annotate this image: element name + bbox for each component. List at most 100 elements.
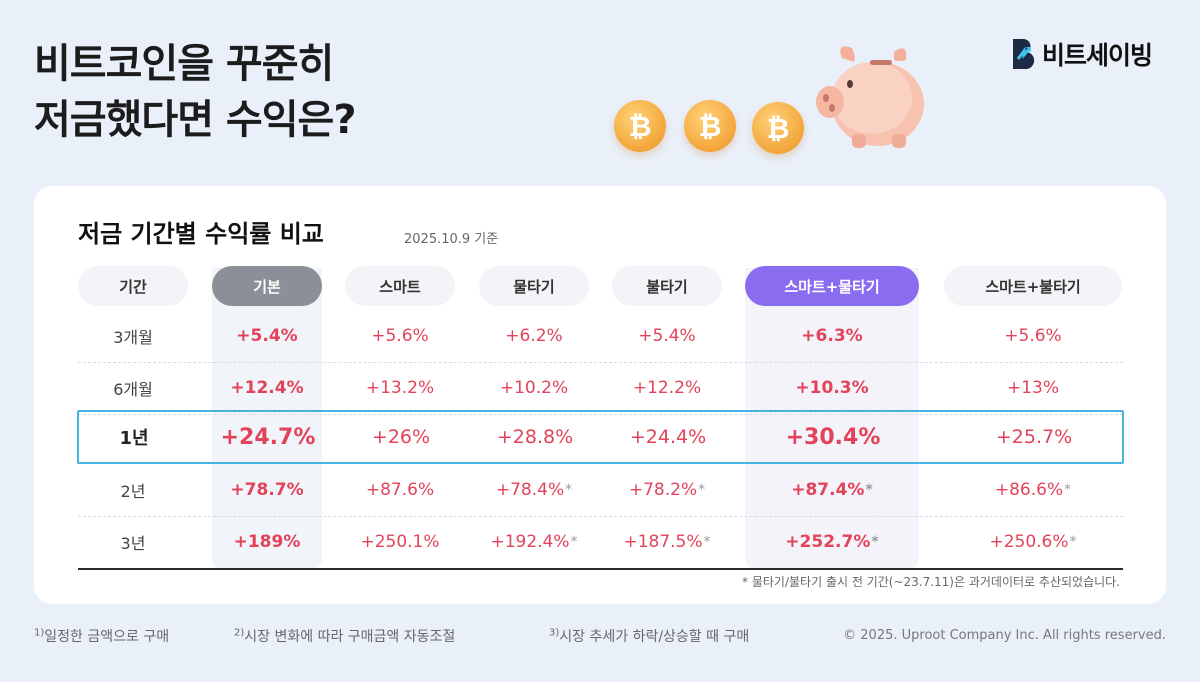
- return-value: +6.2%: [505, 326, 563, 346]
- return-value-cell: +78.4% *: [479, 464, 589, 516]
- return-value-cell: +78.2% *: [612, 464, 722, 516]
- return-value-cell: +13%: [944, 362, 1122, 414]
- table-row: 1년 +24.7% +26% +28.8% +24.4% +30.4% +25.7%: [77, 410, 1124, 464]
- return-value-cell: +5.6%: [944, 310, 1122, 362]
- return-value: +78.4%: [495, 480, 565, 500]
- footnote-2: 2)시장 변화에 따라 구매금액 자동조절: [234, 626, 455, 646]
- smart-water-column-highlight: [745, 268, 919, 568]
- return-value-cell: +25.7%: [945, 412, 1123, 462]
- return-value: +12.4%: [230, 378, 304, 398]
- return-value: +189%: [233, 532, 301, 552]
- estimate-asterisk: *: [1069, 534, 1077, 550]
- column-header-smart-water[interactable]: 스마트+물타기: [745, 266, 919, 306]
- return-value: +24.7%: [220, 424, 316, 450]
- return-value-cell: +24.7%: [213, 412, 323, 462]
- headline-line-1: 비트코인을 꾸준히: [34, 41, 334, 87]
- return-value-cell: +6.3%: [745, 310, 919, 362]
- return-value: +24.4%: [629, 426, 707, 448]
- return-value: +250.6%: [989, 532, 1069, 552]
- return-value-cell: +87.4% *: [745, 464, 919, 516]
- basic-column-highlight: [212, 268, 322, 568]
- return-value-cell: +13.2%: [345, 362, 455, 414]
- return-value-cell: +24.4%: [613, 412, 723, 462]
- estimate-asterisk: *: [1064, 482, 1072, 498]
- piggy-bank-icon: [816, 46, 924, 148]
- period-cell: 3개월: [113, 328, 153, 347]
- brand-logo[interactable]: 비트세이빙: [1010, 36, 1153, 72]
- return-value: +6.3%: [801, 326, 863, 346]
- return-value-cell: +5.4%: [212, 310, 322, 362]
- return-value-cell: +10.3%: [745, 362, 919, 414]
- period-cell: 1년: [119, 428, 149, 449]
- return-value: +5.6%: [1004, 326, 1062, 346]
- footnote-1: 1)일정한 금액으로 구매: [34, 626, 169, 646]
- return-value-cell: +30.4%: [746, 412, 920, 462]
- return-value-cell: +87.6%: [345, 464, 455, 516]
- footnote-number: 3): [549, 627, 560, 639]
- return-value: +10.3%: [795, 378, 869, 398]
- headline: 비트코인을 꾸준히 저금했다면 수익은?: [34, 36, 357, 148]
- column-header-smart[interactable]: 스마트: [345, 266, 455, 306]
- estimate-asterisk: *: [565, 482, 573, 498]
- return-value: +87.4%: [791, 480, 865, 500]
- footnote-text: 시장 추세가 하락/상승할 때 구매: [559, 629, 750, 645]
- return-value: +252.7%: [785, 532, 871, 552]
- return-value-cell: +5.6%: [345, 310, 455, 362]
- column-header-smart-fire[interactable]: 스마트+불타기: [944, 266, 1122, 306]
- return-value-cell: +12.4%: [212, 362, 322, 414]
- return-value: +13.2%: [365, 378, 435, 398]
- estimate-asterisk: *: [698, 482, 706, 498]
- return-value-cell: +250.6% *: [944, 516, 1122, 568]
- return-value: +78.2%: [628, 480, 698, 500]
- card-title: 저금 기간별 수익률 비교: [78, 220, 324, 248]
- column-header-period: 기간: [78, 266, 188, 306]
- return-value-cell: +192.4% *: [479, 516, 589, 568]
- return-value-cell: +6.2%: [479, 310, 589, 362]
- return-value: +250.1%: [360, 532, 440, 552]
- column-header-water[interactable]: 물타기: [479, 266, 589, 306]
- return-value-cell: +250.1%: [345, 516, 455, 568]
- return-value-cell: +28.8%: [480, 412, 590, 462]
- return-value-cell: +86.6% *: [944, 464, 1122, 516]
- card-date: 2025.10.9 기준: [404, 232, 499, 247]
- return-value-cell: +189%: [212, 516, 322, 568]
- return-value-cell: +10.2%: [479, 362, 589, 414]
- period-cell: 2년: [120, 482, 146, 501]
- return-value-cell: +252.7% *: [745, 516, 919, 568]
- return-value: +28.8%: [496, 426, 574, 448]
- column-header-basic[interactable]: 기본: [212, 266, 322, 306]
- return-value: +187.5%: [623, 532, 703, 552]
- return-value: +87.6%: [365, 480, 435, 500]
- return-value-cell: +26%: [346, 412, 456, 462]
- table-row: 2년 +78.7% +87.6% +78.4% * +78.2% * +87.4% * +86.6…: [78, 464, 1123, 517]
- return-value: +78.7%: [230, 480, 304, 500]
- bitcoin-coin-icon: ₿: [752, 102, 804, 154]
- data-estimation-footnote: * 물타기/불타기 출시 전 기간(~23.7.11)은 과거데이터로 추산되었…: [742, 575, 1120, 589]
- footnote-number: 2): [234, 627, 245, 639]
- headline-line-2: 저금했다면 수익은?: [34, 97, 357, 143]
- return-value: +10.2%: [499, 378, 569, 398]
- return-value: +5.6%: [371, 326, 429, 346]
- return-value: +25.7%: [995, 426, 1073, 448]
- footnote-text: 시장 변화에 따라 구매금액 자동조절: [244, 629, 456, 645]
- footnote-number: 1): [34, 627, 45, 639]
- table-row: 3년 +189% +250.1% +192.4% * +187.5% * +252.7% * +2…: [78, 516, 1123, 570]
- return-value-cell: +5.4%: [612, 310, 722, 362]
- period-cell: 6개월: [113, 380, 153, 399]
- brand-name: 비트세이빙: [1042, 41, 1153, 70]
- footnote-3: 3)시장 추세가 하락/상승할 때 구매: [549, 626, 749, 646]
- return-value: +26%: [371, 426, 431, 448]
- return-value-cell: +78.7%: [212, 464, 322, 516]
- return-value: +12.2%: [632, 378, 702, 398]
- footer: 1)일정한 금액으로 구매 2)시장 변화에 따라 구매금액 자동조절 3)시장…: [34, 626, 1166, 650]
- return-value: +192.4%: [490, 532, 570, 552]
- estimate-asterisk: *: [703, 534, 711, 550]
- column-header-fire[interactable]: 불타기: [612, 266, 722, 306]
- table-row: 3개월 +5.4% +5.6% +6.2% +5.4% +6.3% +5.6%: [78, 310, 1123, 363]
- return-value: +5.4%: [638, 326, 696, 346]
- return-value: +13%: [1006, 378, 1060, 398]
- returns-comparison-card: 저금 기간별 수익률 비교 2025.10.9 기준 기간 기본 스마트 물타기…: [34, 186, 1166, 604]
- estimate-asterisk: *: [865, 482, 873, 498]
- estimate-asterisk: *: [570, 534, 578, 550]
- return-value-cell: +187.5% *: [612, 516, 722, 568]
